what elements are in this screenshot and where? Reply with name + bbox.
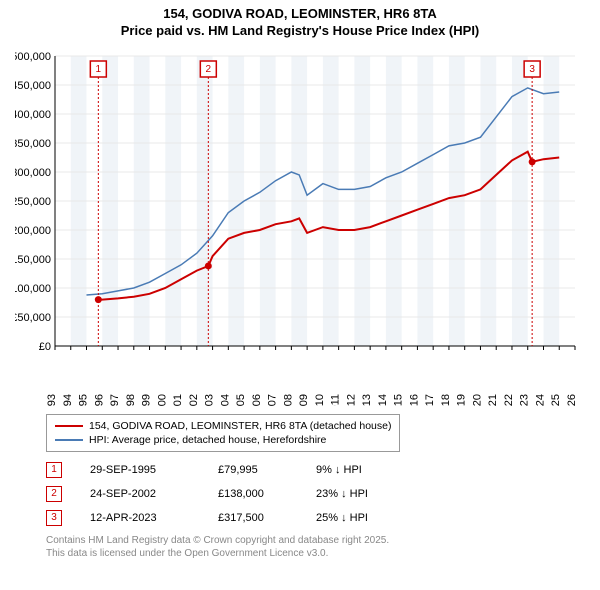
svg-text:1998: 1998: [125, 394, 137, 406]
svg-text:£50,000: £50,000: [15, 312, 51, 324]
svg-text:2004: 2004: [219, 394, 231, 406]
title-address: 154, GODIVA ROAD, LEOMINSTER, HR6 8TA: [10, 6, 590, 23]
svg-text:£400,000: £400,000: [15, 109, 51, 121]
svg-text:2021: 2021: [487, 394, 499, 406]
svg-text:2018: 2018: [440, 394, 452, 406]
sale-row-1: 1 29-SEP-1995 £79,995 9% ↓ HPI: [46, 458, 578, 482]
legend: 154, GODIVA ROAD, LEOMINSTER, HR6 8TA (d…: [46, 414, 400, 452]
chart-svg: £0 £50,000 £100,000 £150,000 £200,000 £250,00…: [15, 46, 585, 406]
svg-text:2008: 2008: [282, 394, 294, 406]
svg-text:1994: 1994: [62, 394, 74, 406]
svg-text:2003: 2003: [204, 394, 216, 406]
title-block: 154, GODIVA ROAD, LEOMINSTER, HR6 8TA Pr…: [10, 6, 590, 40]
svg-text:1: 1: [96, 64, 102, 75]
svg-text:2014: 2014: [377, 394, 389, 406]
svg-text:£450,000: £450,000: [15, 80, 51, 92]
svg-text:£300,000: £300,000: [15, 167, 51, 179]
svg-text:1999: 1999: [141, 394, 153, 406]
svg-text:3: 3: [529, 64, 535, 75]
sale-marker-3: 3: [46, 510, 62, 526]
footer-line-1: Contains HM Land Registry data © Crown c…: [46, 534, 578, 547]
svg-text:2009: 2009: [298, 394, 310, 406]
svg-text:1993: 1993: [46, 394, 58, 406]
svg-text:2001: 2001: [172, 394, 184, 406]
svg-text:2005: 2005: [235, 394, 247, 406]
svg-text:2000: 2000: [156, 394, 168, 406]
legend-label-price: 154, GODIVA ROAD, LEOMINSTER, HR6 8TA (d…: [89, 420, 391, 432]
sale-date: 29-SEP-1995: [90, 464, 190, 476]
svg-text:£150,000: £150,000: [15, 254, 51, 266]
sale-row-3: 3 12-APR-2023 £317,500 25% ↓ HPI: [46, 506, 578, 530]
legend-label-hpi: HPI: Average price, detached house, Here…: [89, 434, 326, 446]
sale-diff: 23% ↓ HPI: [316, 488, 406, 500]
svg-text:£0: £0: [39, 341, 51, 353]
sale-marker-1: 1: [46, 462, 62, 478]
svg-text:1995: 1995: [78, 394, 90, 406]
svg-text:2022: 2022: [503, 394, 515, 406]
sale-date: 12-APR-2023: [90, 512, 190, 524]
svg-text:£200,000: £200,000: [15, 225, 51, 237]
svg-text:2020: 2020: [471, 394, 483, 406]
sales-table: 1 29-SEP-1995 £79,995 9% ↓ HPI 2 24-SEP-…: [46, 458, 578, 530]
svg-text:2024: 2024: [534, 394, 546, 406]
legend-swatch-price: [55, 425, 83, 427]
svg-text:2015: 2015: [393, 394, 405, 406]
legend-item-hpi: HPI: Average price, detached house, Here…: [55, 433, 391, 447]
legend-item-price: 154, GODIVA ROAD, LEOMINSTER, HR6 8TA (d…: [55, 419, 391, 433]
svg-text:2007: 2007: [267, 394, 279, 406]
svg-text:2016: 2016: [408, 394, 420, 406]
chart-container: 154, GODIVA ROAD, LEOMINSTER, HR6 8TA Pr…: [0, 0, 600, 570]
sale-price: £317,500: [218, 512, 288, 524]
sale-price: £79,995: [218, 464, 288, 476]
sale-row-2: 2 24-SEP-2002 £138,000 23% ↓ HPI: [46, 482, 578, 506]
svg-text:2010: 2010: [314, 394, 326, 406]
svg-text:2019: 2019: [456, 394, 468, 406]
svg-text:1996: 1996: [93, 394, 105, 406]
svg-text:£500,000: £500,000: [15, 51, 51, 63]
svg-text:2026: 2026: [566, 394, 578, 406]
sale-date: 24-SEP-2002: [90, 488, 190, 500]
sale-marker-2: 2: [46, 486, 62, 502]
sale-price: £138,000: [218, 488, 288, 500]
title-subtitle: Price paid vs. HM Land Registry's House …: [10, 23, 590, 40]
sale-diff: 9% ↓ HPI: [316, 464, 406, 476]
svg-text:2013: 2013: [361, 394, 373, 406]
legend-swatch-hpi: [55, 439, 83, 441]
sale-diff: 25% ↓ HPI: [316, 512, 406, 524]
svg-text:2017: 2017: [424, 394, 436, 406]
svg-text:2025: 2025: [550, 394, 562, 406]
svg-text:1997: 1997: [109, 394, 121, 406]
chart-plot-area: £0 £50,000 £100,000 £150,000 £200,000 £250,00…: [15, 46, 585, 406]
svg-text:2011: 2011: [330, 394, 342, 406]
footer-line-2: This data is licensed under the Open Gov…: [46, 547, 578, 560]
svg-text:2006: 2006: [251, 394, 263, 406]
svg-text:£100,000: £100,000: [15, 283, 51, 295]
svg-text:2002: 2002: [188, 394, 200, 406]
svg-text:£350,000: £350,000: [15, 138, 51, 150]
svg-text:2023: 2023: [519, 394, 531, 406]
svg-text:2012: 2012: [345, 394, 357, 406]
svg-text:£250,000: £250,000: [15, 196, 51, 208]
svg-text:2: 2: [206, 64, 212, 75]
footer-attribution: Contains HM Land Registry data © Crown c…: [46, 534, 578, 560]
